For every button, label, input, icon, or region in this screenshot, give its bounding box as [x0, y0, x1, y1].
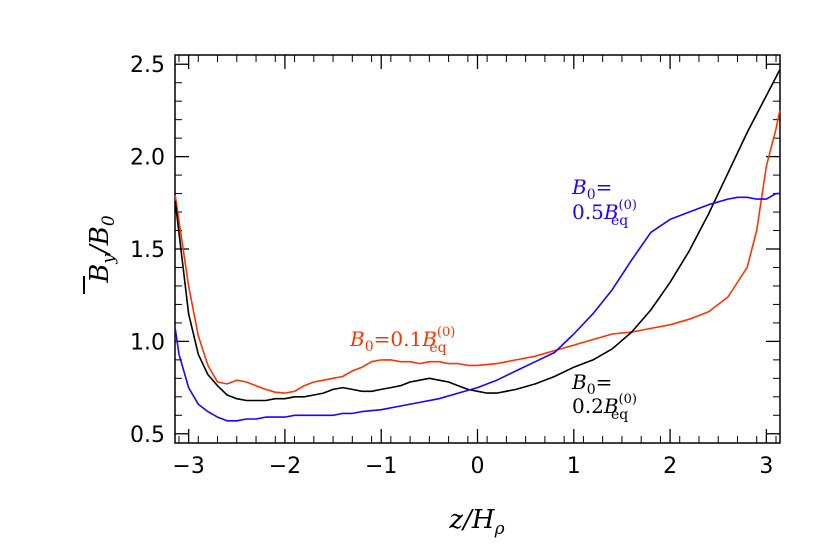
- svg-text:By/B0: By/B0: [85, 215, 119, 284]
- annotation-b0-0.1: B0=0.1B(0) eq: [349, 325, 455, 356]
- ticks: [175, 55, 780, 443]
- series-lines: [174, 69, 781, 422]
- y-axis-label: By/B0: [83, 215, 119, 294]
- x-tick-label: −1: [365, 454, 397, 479]
- annotation-b0-0.5-line1: B0=: [571, 175, 612, 203]
- y-tick-label: 1.0: [130, 330, 165, 355]
- x-tick-label: −3: [172, 454, 204, 479]
- annotation-b0-0.2-line1: B0=: [571, 370, 612, 398]
- x-tick-label: −2: [269, 454, 301, 479]
- series-line-1: [174, 110, 781, 394]
- plot-frame: [174, 54, 781, 444]
- x-tick-label: 1: [567, 454, 581, 479]
- annotation-b0-0.5-line2: 0.5B(0) eq: [572, 198, 637, 229]
- y-tick-label: 1.5: [130, 238, 165, 263]
- x-axis-label: z/Hρ: [448, 505, 504, 539]
- y-tick-labels: 0.5 1.0 1.5 2.0 2.5: [130, 53, 165, 448]
- x-tick-label: 2: [663, 454, 677, 479]
- annotation-b0-0.2-line2: 0.2B(0) eq: [572, 392, 637, 423]
- x-tick-label: 0: [471, 454, 485, 479]
- series-line-2: [174, 69, 781, 402]
- series-line-3: [174, 192, 780, 422]
- x-tick-labels: −3 −2 −1 0 1 2 3: [172, 454, 773, 479]
- x-tick-label: 3: [759, 454, 773, 479]
- y-tick-label: 2.5: [130, 53, 165, 78]
- y-tick-label: 0.5: [130, 423, 165, 448]
- y-tick-label: 2.0: [130, 146, 165, 171]
